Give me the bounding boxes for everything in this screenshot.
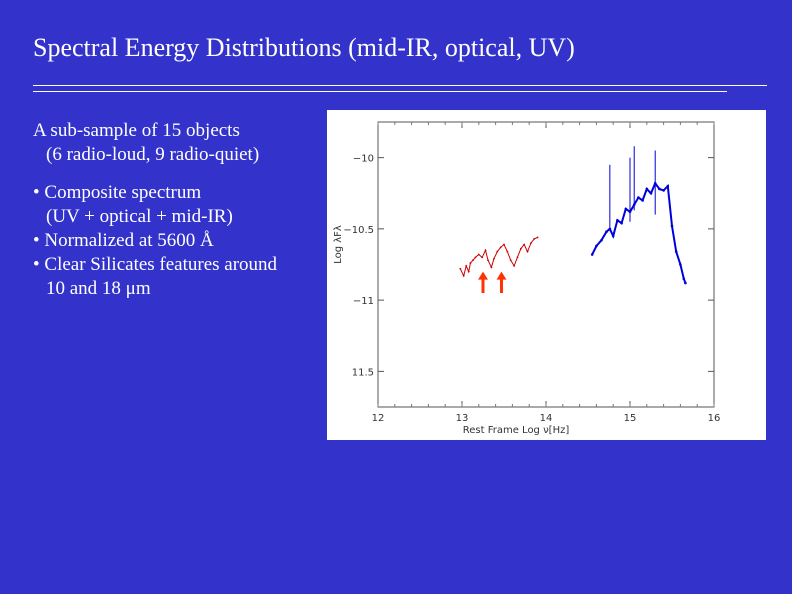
spectrum-point bbox=[467, 270, 470, 273]
spectrum-point bbox=[516, 256, 519, 259]
spectrum-point bbox=[637, 196, 640, 199]
spectrum-point bbox=[519, 247, 522, 250]
bullet-item: • Normalized at 5600 Å bbox=[33, 230, 214, 251]
spectrum-point bbox=[509, 259, 512, 262]
spectrum-point bbox=[611, 234, 615, 238]
x-tick-label: 16 bbox=[708, 413, 721, 424]
spectrum-point bbox=[484, 249, 487, 252]
slide-body: A sub-sample of 15 objects (6 radio-loud… bbox=[33, 119, 333, 301]
spectrum-point bbox=[503, 243, 505, 246]
spectrum-point bbox=[493, 257, 495, 260]
spectrum-point bbox=[662, 189, 665, 192]
spectrum-point bbox=[459, 267, 462, 270]
plot-frame bbox=[377, 121, 715, 408]
spectrum-point bbox=[462, 275, 465, 277]
spectrum-point bbox=[477, 253, 480, 256]
y-tick-label: 11.5 bbox=[352, 367, 374, 378]
spectrum-point bbox=[523, 243, 526, 246]
x-tick-label: 14 bbox=[540, 413, 553, 424]
spacer bbox=[33, 167, 333, 181]
spectrum-point bbox=[487, 259, 489, 262]
spectrum-point bbox=[465, 265, 468, 267]
y-tick-label: −11 bbox=[353, 296, 374, 307]
spectrum-point bbox=[624, 207, 628, 211]
y-axis-label: Log λFλ bbox=[333, 225, 344, 264]
bullet-item: • Clear Silicates features around bbox=[33, 254, 278, 275]
spectrum-point bbox=[595, 244, 598, 248]
spectrum-point bbox=[499, 246, 502, 249]
spectrum-point bbox=[472, 259, 474, 262]
title-divider-top bbox=[33, 85, 767, 86]
silicate-arrow-head bbox=[496, 271, 507, 280]
spectrum-point bbox=[529, 242, 532, 245]
bullet-item: • Composite spectrum bbox=[33, 182, 202, 203]
spectrum-point bbox=[645, 187, 649, 191]
x-tick-label: 13 bbox=[456, 413, 469, 424]
spectrum-point bbox=[533, 237, 536, 240]
spectrum-point bbox=[496, 250, 499, 253]
spectrum-point bbox=[670, 224, 674, 228]
x-tick-label: 12 bbox=[372, 413, 385, 424]
slide-title: Spectral Energy Distributions (mid-IR, o… bbox=[33, 33, 575, 62]
spectrum-point bbox=[600, 238, 603, 242]
spectrum-point bbox=[620, 221, 623, 225]
y-tick-label: −10.5 bbox=[343, 225, 374, 236]
spectrum-point bbox=[490, 266, 493, 269]
spectrum-point bbox=[641, 199, 644, 202]
spectrum-point bbox=[684, 281, 687, 285]
spectrum-point bbox=[682, 277, 686, 281]
title-divider-bottom bbox=[33, 91, 727, 92]
spectrum-point bbox=[658, 187, 661, 191]
body-line: A sub-sample of 15 objects bbox=[33, 120, 240, 141]
silicate-arrow-head bbox=[478, 271, 488, 280]
x-axis-label: Rest Frame Log ν[Hz] bbox=[463, 425, 570, 436]
spectrum-point bbox=[513, 265, 515, 267]
spectrum-point bbox=[536, 236, 539, 239]
spectrum-point bbox=[605, 230, 608, 234]
spectrum-point bbox=[666, 184, 670, 188]
x-tick-label: 15 bbox=[624, 413, 637, 424]
spectrum-point bbox=[616, 219, 619, 222]
bullet-subline: 10 and 18 μm bbox=[46, 278, 151, 299]
spectrum-point bbox=[590, 253, 594, 256]
spectrum-line bbox=[459, 236, 538, 278]
spectrum-point bbox=[679, 263, 682, 266]
sed-plot: 12 13 14 15 16 −10 −10.5 −11 11.5 Rest Frame Log … bbox=[327, 110, 766, 440]
spectrum-point bbox=[474, 256, 477, 259]
spectrum-point bbox=[649, 191, 653, 195]
spectrum-point bbox=[481, 256, 484, 259]
spectrum-point bbox=[526, 250, 529, 253]
bullet-subline: (UV + optical + mid-IR) bbox=[46, 206, 233, 227]
spectrum-point bbox=[674, 250, 678, 253]
sed-chart-svg: 12 13 14 15 16 −10 −10.5 −11 11.5 Rest Frame Log … bbox=[333, 121, 721, 436]
spectrum-point bbox=[469, 262, 472, 264]
body-line: (6 radio-loud, 9 radio-quiet) bbox=[46, 144, 260, 165]
y-tick-label: −10 bbox=[353, 154, 374, 165]
spectrum-point bbox=[506, 250, 509, 253]
